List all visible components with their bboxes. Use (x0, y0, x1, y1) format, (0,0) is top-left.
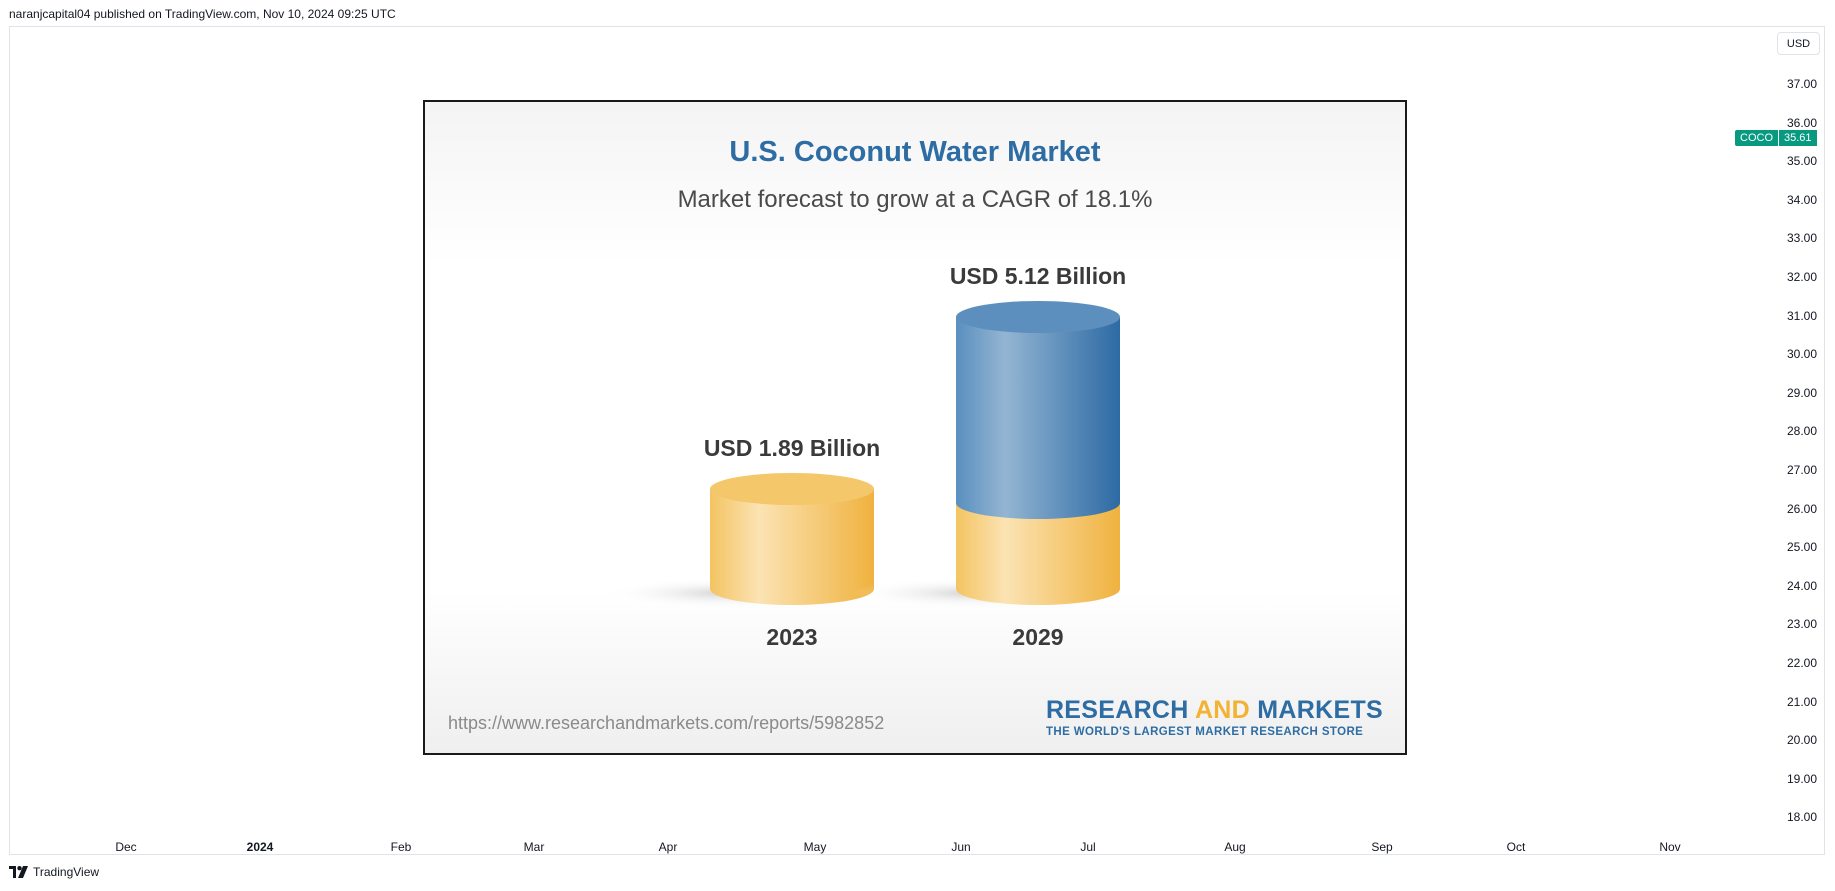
logo-word-markets: MARKETS (1250, 696, 1383, 724)
bar-2029-growth (956, 317, 1120, 519)
logo-word-and: AND (1194, 696, 1251, 724)
published-header: naranjcapital04 published on TradingView… (9, 7, 396, 21)
price-tick-label: 21.00 (1786, 694, 1817, 709)
infographic-subtitle: Market forecast to grow at a CAGR of 18.… (677, 186, 1153, 213)
tradingview-logo-icon (9, 866, 28, 878)
time-axis[interactable]: Dec 2024 Feb Mar Apr May Jun Jul Aug Sep Oct Nov (9, 826, 1767, 854)
chart-pane[interactable] (9, 26, 1825, 855)
bar-2023 (605, 473, 874, 608)
price-tick-label: 30.00 (1786, 347, 1817, 362)
bar-2029-base (956, 489, 1120, 605)
price-tick-label: 23.00 (1786, 617, 1817, 632)
currency-button[interactable]: USD (1777, 32, 1820, 55)
price-tick-label: 24.00 (1786, 578, 1817, 593)
time-tick-label: Mar (523, 840, 545, 854)
time-tick-label: Feb (390, 840, 412, 854)
price-tick-label: 32.00 (1786, 270, 1817, 284)
bar-2029-year-label: 2029 (1012, 624, 1064, 650)
price-tick-label: 22.00 (1786, 656, 1817, 670)
bar-2023-body (710, 489, 874, 605)
last-price-symbol: COCO (1735, 130, 1778, 146)
price-tick-label: 29.00 (1786, 385, 1817, 400)
time-tick-label: Jul (1080, 840, 1096, 854)
cylinder-bars (605, 301, 1120, 608)
bar-2029 (851, 301, 1120, 608)
bar-2023-year-label: 2023 (766, 624, 818, 650)
price-tick-label: 27.00 (1786, 463, 1817, 477)
infographic-source-url: https://www.researchandmarkets.com/repor… (448, 713, 885, 733)
price-tick-label: 26.00 (1786, 501, 1817, 516)
time-tick-label: Jun (951, 840, 971, 854)
infographic-title: U.S. Coconut Water Market (729, 136, 1101, 168)
time-tick-label: Sep (1371, 840, 1393, 854)
price-tick-label: 34.00 (1786, 192, 1817, 207)
time-tick-label: Nov (1659, 840, 1681, 854)
brand-name: TradingView (33, 865, 100, 879)
price-tick-label: 35.00 (1786, 154, 1817, 169)
price-tick-label: 33.00 (1786, 231, 1817, 246)
price-tick-label: 19.00 (1786, 771, 1817, 786)
bar-2029-top (956, 301, 1120, 333)
price-tick-label: 25.00 (1786, 540, 1817, 555)
bar-2029-value-label: USD 5.12 Billion (949, 263, 1127, 289)
price-tick-label: 31.00 (1786, 308, 1817, 323)
last-price-tag: COCO 35.61 (1735, 130, 1817, 146)
time-tick-label: 2024 (246, 840, 274, 854)
time-tick-label: Oct (1506, 840, 1526, 854)
price-tick-label: 28.00 (1786, 424, 1817, 439)
last-price-value: 35.61 (1778, 130, 1817, 146)
research-and-markets-logo: RESEARCH AND MARKETS THE WORLD'S LARGEST… (1046, 696, 1383, 738)
logo-word-research: RESEARCH (1045, 696, 1195, 724)
bar-2023-value-label: USD 1.89 Billion (703, 435, 881, 461)
price-tick-label: 37.00 (1786, 77, 1817, 91)
price-axis[interactable]: 37.00 36.00 35.00 34.00 33.00 32.00 31.00 30.00… (1767, 26, 1825, 826)
price-tick-label: 36.00 (1786, 115, 1817, 130)
time-tick-label: Aug (1224, 840, 1246, 854)
infographic-image: U.S. Coconut Water Market Market forecas… (423, 100, 1407, 755)
bar-2023-top (710, 473, 874, 505)
price-tick-label: 20.00 (1786, 733, 1817, 748)
time-tick-label: Apr (658, 840, 678, 854)
time-tick-label: Dec (115, 840, 137, 854)
price-tick-label: 18.00 (1786, 810, 1817, 825)
logo-tagline: THE WORLD'S LARGEST MARKET RESEARCH STOR… (1045, 726, 1364, 738)
tradingview-brand[interactable]: TradingView (9, 865, 99, 879)
time-tick-label: May (803, 840, 827, 854)
